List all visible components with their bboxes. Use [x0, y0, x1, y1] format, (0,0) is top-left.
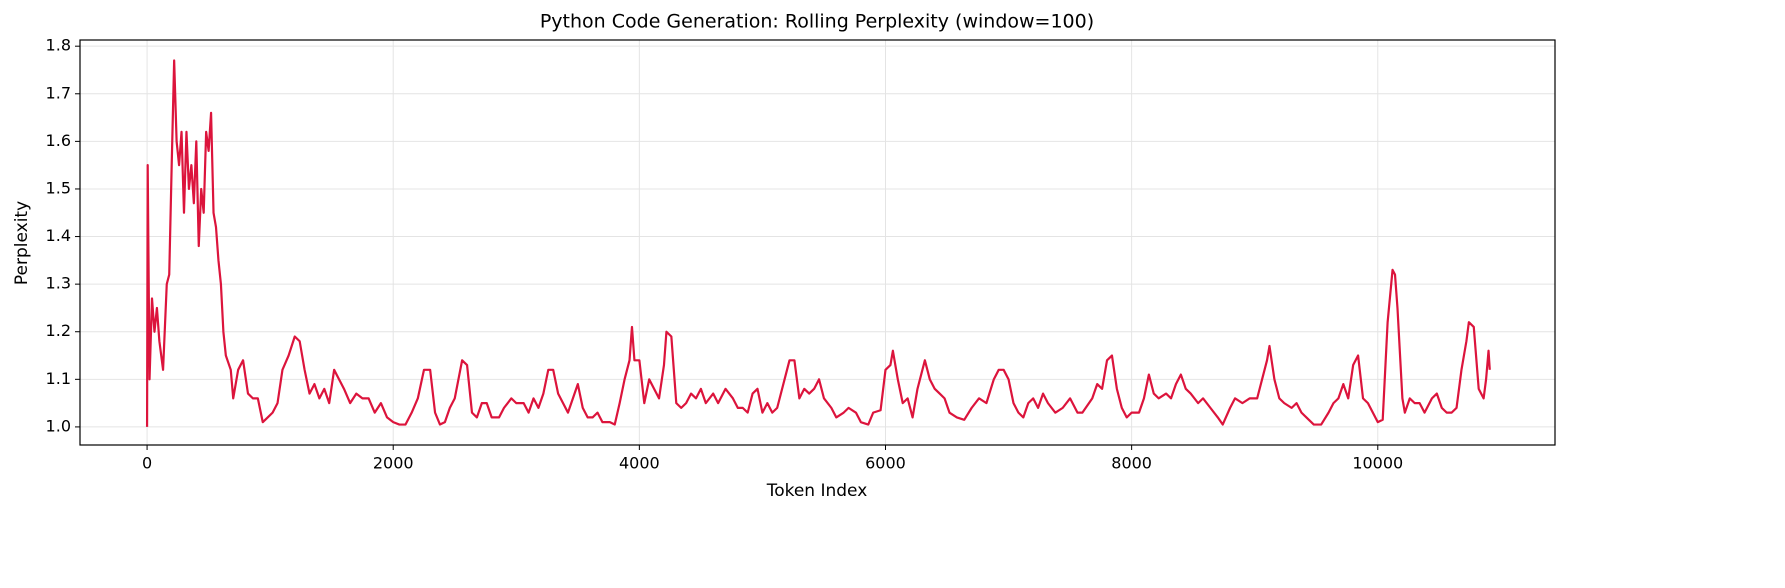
y-tick-label: 1.4 — [46, 226, 71, 245]
line — [145, 59, 1491, 427]
x-tick-label: 6000 — [865, 454, 906, 473]
y-tick-label: 1.7 — [46, 83, 71, 102]
y-tick-label: 1.2 — [46, 321, 71, 340]
plot-frame — [79, 39, 1556, 446]
x-axis-label: Token Index — [766, 481, 868, 501]
chart-title: Python Code Generation: Rolling Perplexi… — [540, 11, 1094, 33]
y-tick-label: 1.0 — [46, 416, 71, 435]
y-axis-label: Perplexity — [12, 201, 32, 285]
x-tick-label: 10000 — [1352, 454, 1403, 473]
x-tick-label: 4000 — [619, 454, 660, 473]
y-tick-label: 1.8 — [46, 36, 71, 55]
y-tick-label: 1.3 — [46, 274, 71, 293]
x-tick-label: 8000 — [1111, 454, 1152, 473]
x-tick-label: 2000 — [373, 454, 414, 473]
y-tick-label: 1.5 — [46, 178, 71, 197]
y-tick-label: 1.1 — [46, 369, 71, 388]
y-tick-label: 1.6 — [46, 131, 71, 150]
x-tick-label: 0 — [142, 454, 152, 473]
